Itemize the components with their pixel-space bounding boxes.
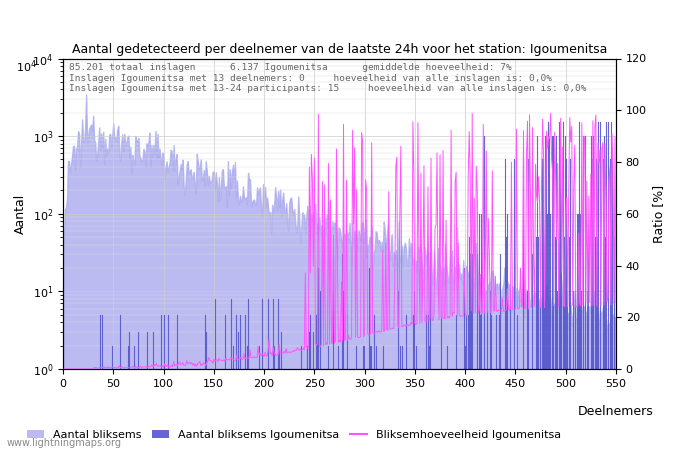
Y-axis label: Aantal: Aantal (14, 194, 27, 234)
Bliksemhoeveelheid Igoumenitsa (60, 366, 68, 372)
Line: Bliksemhoeveelheid Igoumenitsa: Bliksemhoeveelheid Igoumenitsa (64, 113, 616, 369)
Text: 85.201 totaal inslagen      6.137 Igoumenitsa      gemiddelde hoeveelheid: 7%
In: 85.201 totaal inslagen 6.137 Igoumenitsa… (69, 63, 586, 93)
Bliksemhoeveelheid Igoumenitsa (612, 300, 620, 305)
Bliksemhoeveelheid Igoumenitsa (547, 111, 555, 116)
Bliksemhoeveelheid Igoumenitsa (100, 365, 108, 370)
Title: Aantal gedetecteerd per deelnemer van de laatste 24h voor het station: Igoumenit: Aantal gedetecteerd per deelnemer van de… (72, 43, 607, 56)
Text: $10^4$: $10^4$ (16, 58, 37, 75)
Bliksemhoeveelheid Igoumenitsa (468, 111, 477, 116)
Text: www.lightningmaps.org: www.lightningmaps.org (7, 438, 122, 448)
Bliksemhoeveelheid Igoumenitsa (312, 341, 320, 346)
Legend: Aantal bliksems, Aantal bliksems Igoumenitsa, Bliksemhoeveelheid Igoumenitsa: Aantal bliksems, Aantal bliksems Igoumen… (22, 426, 566, 445)
Bliksemhoeveelheid Igoumenitsa (547, 157, 556, 162)
Text: Deelnemers: Deelnemers (578, 405, 654, 418)
Bliksemhoeveelheid Igoumenitsa (442, 217, 450, 223)
Bliksemhoeveelheid Igoumenitsa (272, 352, 281, 358)
Y-axis label: Ratio [%]: Ratio [%] (652, 184, 666, 243)
